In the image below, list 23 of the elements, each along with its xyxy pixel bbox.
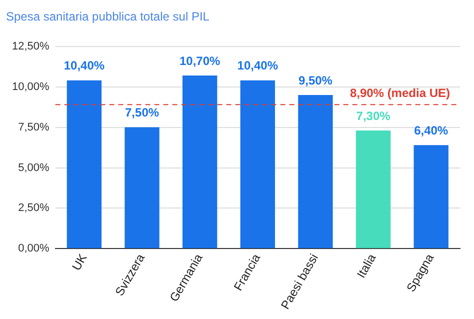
data-label: 7,30%	[356, 108, 391, 123]
data-label: 10,40%	[64, 58, 105, 73]
bar	[298, 94, 333, 248]
data-label: 10,40%	[237, 58, 278, 73]
y-tick-label: 12,50%	[12, 40, 50, 52]
bar	[66, 80, 102, 248]
x-tick-label: UK	[69, 251, 90, 273]
bar	[124, 127, 160, 248]
data-label: 10,70%	[179, 54, 221, 68]
y-tick-label: 2,50%	[18, 202, 50, 214]
chart-title: Spesa sanitaria pubblica totale sul PIL	[6, 10, 210, 24]
y-tick-label: 5,00%	[18, 162, 50, 174]
bar	[414, 145, 448, 248]
bar	[356, 130, 391, 248]
ref-line-label: 8,90% (media UE)	[350, 86, 450, 100]
data-label: 7,50%	[125, 106, 160, 120]
bar	[240, 80, 275, 248]
data-label: 6,40%	[414, 123, 448, 138]
y-tick-label: 7,50%	[18, 121, 50, 134]
bar	[182, 76, 218, 248]
y-tick-label: 0,00%	[18, 242, 50, 255]
y-tick-label: 10,00%	[12, 80, 50, 93]
data-label: 9,50%	[298, 73, 333, 88]
